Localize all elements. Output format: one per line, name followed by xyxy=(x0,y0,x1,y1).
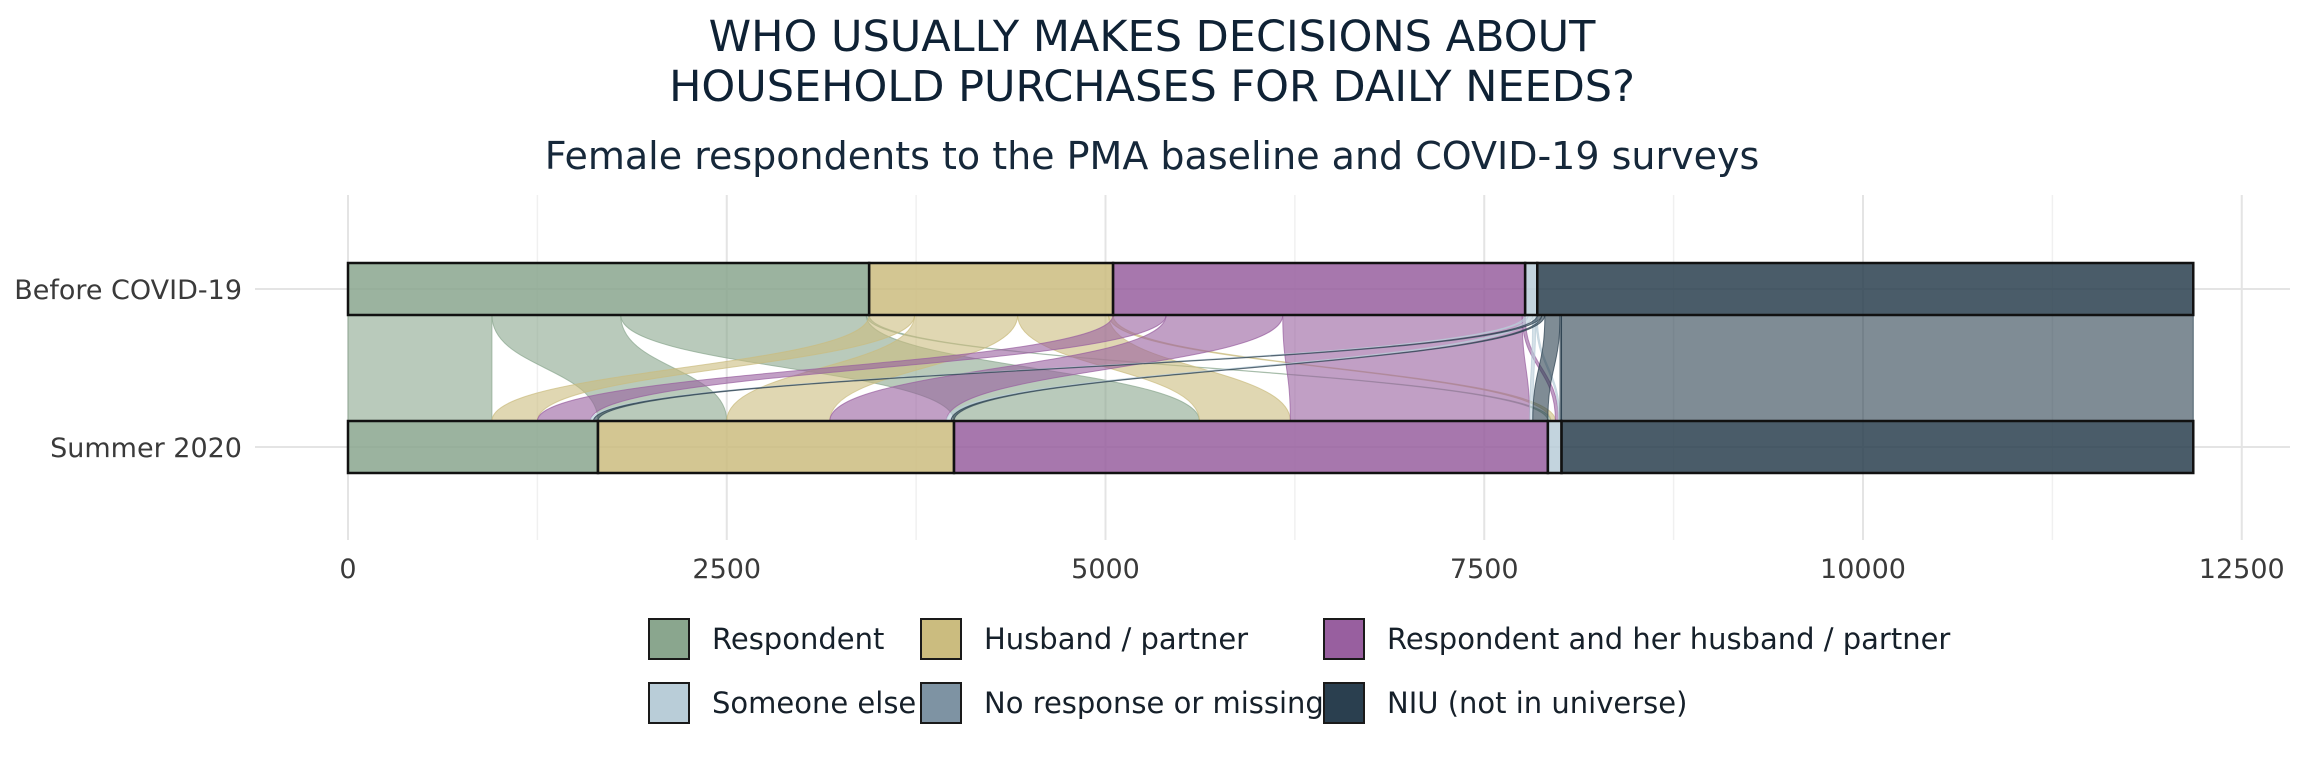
legend-swatch xyxy=(648,682,690,724)
chart-subtitle: Female respondents to the PMA baseline a… xyxy=(544,134,1760,178)
bar-before-niu-not-in-universe- xyxy=(1536,261,2195,317)
bar-summer-respondent xyxy=(346,419,600,475)
bar-summer-niu-not-in-universe- xyxy=(1560,419,2195,475)
x-tick-label: 7500 xyxy=(1450,554,1519,585)
flow-ribbon xyxy=(347,314,493,422)
bar-before-respondent-and-her-husband-partner xyxy=(1111,261,1527,317)
legend-item: Someone else xyxy=(648,679,916,727)
legend-label: Husband / partner xyxy=(984,622,1249,656)
x-tick-label: 2500 xyxy=(692,554,761,585)
legend-swatch xyxy=(1323,618,1365,660)
legend-swatch xyxy=(1323,682,1365,724)
bar-summer-husband-partner xyxy=(596,419,956,475)
legend-label: Respondent xyxy=(712,622,885,656)
bar-summer-someone-else xyxy=(1546,419,1563,475)
x-tick-label: 0 xyxy=(339,554,356,585)
bar-summer-respondent-and-her-husband-partner xyxy=(952,419,1550,475)
stage-bars xyxy=(346,261,2195,475)
legend-item: No response or missing xyxy=(920,679,1324,727)
legend-swatch xyxy=(648,618,690,660)
flow-ribbon xyxy=(1561,314,2194,422)
y-tick-label: Summer 2020 xyxy=(50,433,242,464)
bar-before-husband-partner xyxy=(867,261,1115,317)
x-axis-labels: 0 2500 5000 7500 10000 12500 xyxy=(339,554,2284,585)
legend-item: Husband / partner xyxy=(920,615,1248,663)
x-tick-label: 12500 xyxy=(2199,554,2285,585)
bar-before-someone-else xyxy=(1523,261,1539,317)
y-axis-labels: Before COVID-19 Summer 2020 xyxy=(14,275,242,464)
x-tick-label: 5000 xyxy=(1071,554,1140,585)
legend-label: No response or missing xyxy=(984,686,1324,720)
x-tick-label: 10000 xyxy=(1820,554,1906,585)
legend-label: Respondent and her husband / partner xyxy=(1387,622,1951,656)
bar-before-respondent xyxy=(346,261,871,317)
legend-item: Respondent and her husband / partner xyxy=(1323,615,1950,663)
y-tick-label: Before COVID-19 xyxy=(14,275,242,306)
legend-label: NIU (not in universe) xyxy=(1387,686,1688,720)
legend-item: NIU (not in universe) xyxy=(1323,679,1687,727)
legend-item: Respondent xyxy=(648,615,884,663)
chart-title-line-1: WHO USUALLY MAKES DECISIONS ABOUT xyxy=(708,12,1596,62)
flow-ribbons xyxy=(347,314,2194,422)
chart-title-line-2: HOUSEHOLD PURCHASES FOR DAILY NEEDS? xyxy=(669,62,1635,112)
legend-label: Someone else xyxy=(712,686,917,720)
legend-swatch xyxy=(920,682,962,724)
legend-swatch xyxy=(920,618,962,660)
